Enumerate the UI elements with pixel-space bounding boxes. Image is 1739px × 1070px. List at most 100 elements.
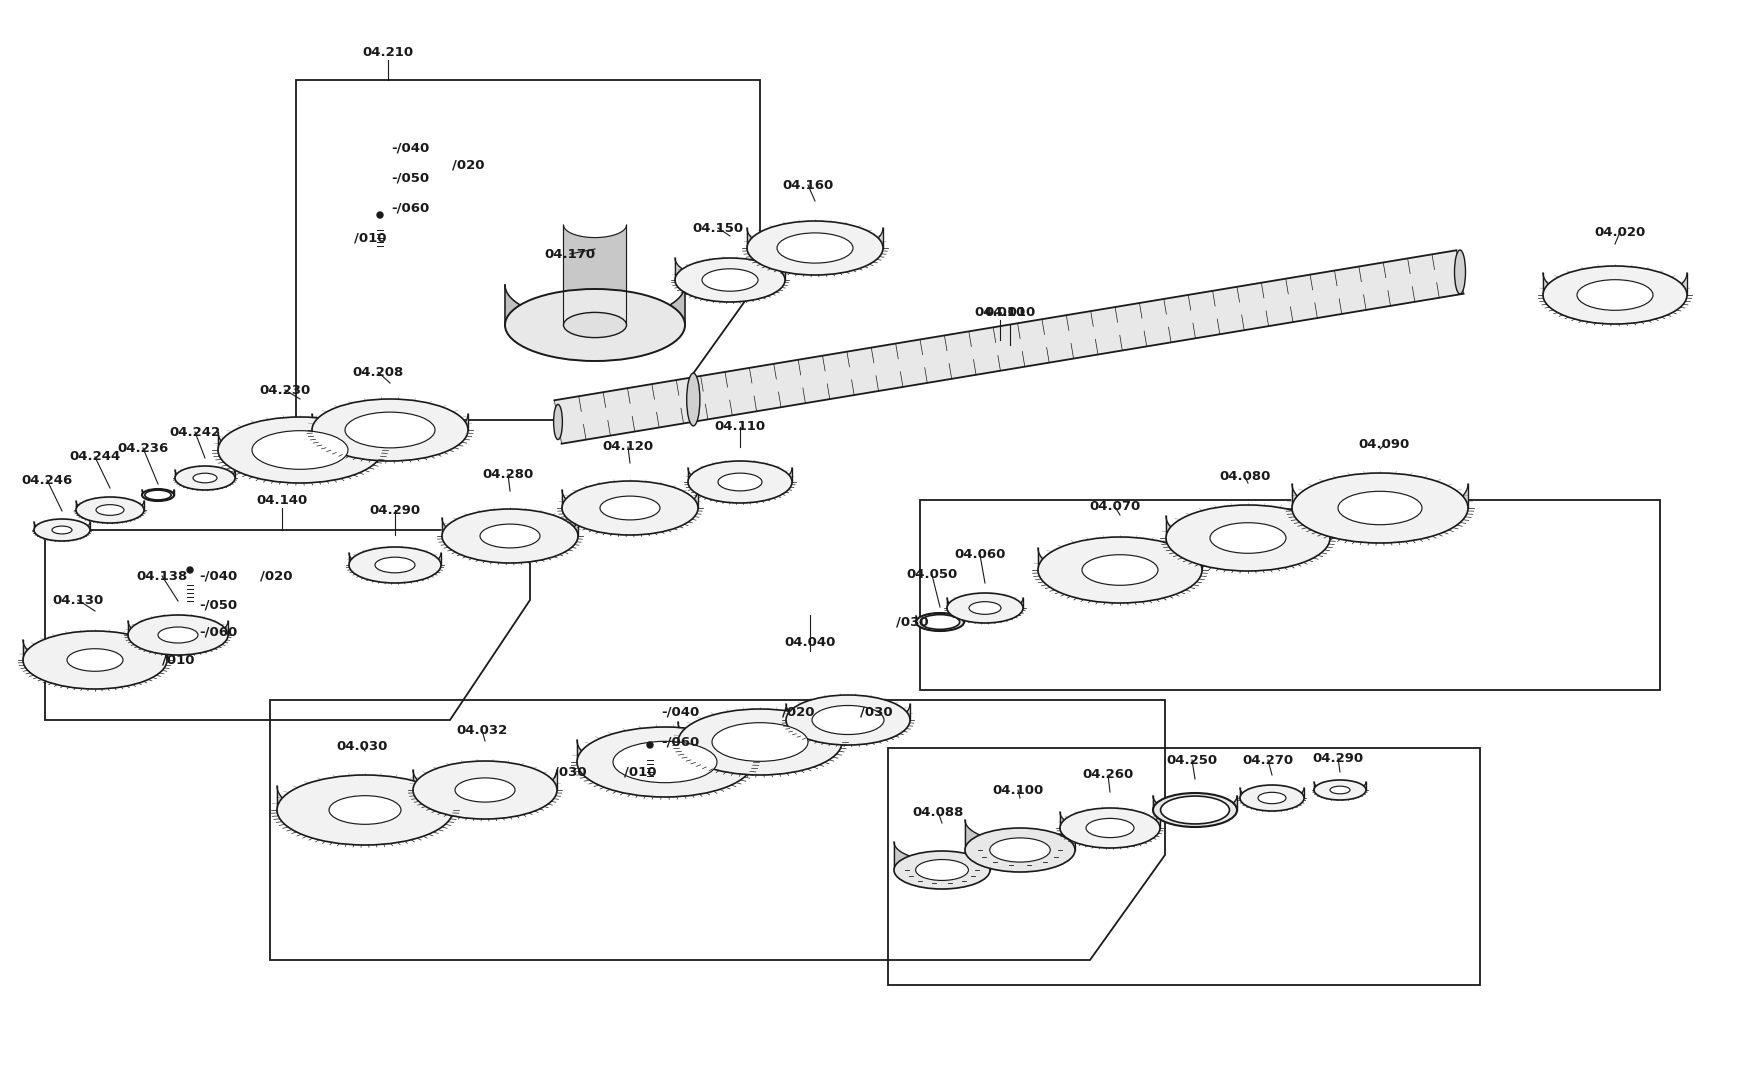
Ellipse shape bbox=[344, 412, 435, 448]
Ellipse shape bbox=[311, 399, 468, 461]
Ellipse shape bbox=[563, 312, 626, 338]
Ellipse shape bbox=[678, 709, 842, 775]
Text: 04.080: 04.080 bbox=[1219, 471, 1269, 484]
Ellipse shape bbox=[567, 315, 621, 336]
Polygon shape bbox=[746, 228, 882, 275]
Ellipse shape bbox=[442, 509, 577, 563]
Polygon shape bbox=[577, 740, 753, 797]
Text: 04.250: 04.250 bbox=[1165, 753, 1217, 766]
Ellipse shape bbox=[812, 705, 883, 734]
Text: 04.070: 04.070 bbox=[1089, 501, 1141, 514]
Text: 04.030: 04.030 bbox=[336, 739, 388, 752]
Polygon shape bbox=[35, 522, 90, 541]
Ellipse shape bbox=[1153, 793, 1236, 827]
Text: 04.244: 04.244 bbox=[70, 450, 120, 463]
Ellipse shape bbox=[1329, 786, 1349, 794]
Circle shape bbox=[647, 742, 652, 748]
Polygon shape bbox=[1153, 796, 1236, 827]
Polygon shape bbox=[1059, 812, 1160, 849]
Text: 04.242: 04.242 bbox=[169, 426, 221, 439]
Text: 04.138: 04.138 bbox=[136, 569, 188, 582]
Ellipse shape bbox=[454, 778, 515, 802]
Ellipse shape bbox=[176, 467, 235, 490]
Polygon shape bbox=[77, 501, 144, 523]
Text: /010: /010 bbox=[623, 765, 656, 779]
Ellipse shape bbox=[687, 373, 699, 426]
Ellipse shape bbox=[480, 524, 539, 548]
Polygon shape bbox=[1240, 788, 1303, 811]
Polygon shape bbox=[1038, 548, 1202, 603]
Ellipse shape bbox=[701, 269, 758, 291]
Ellipse shape bbox=[687, 461, 791, 503]
Text: -/060: -/060 bbox=[661, 735, 699, 749]
Polygon shape bbox=[350, 553, 440, 583]
Text: 04.230: 04.230 bbox=[259, 383, 311, 397]
Text: 04.170: 04.170 bbox=[544, 247, 595, 260]
Ellipse shape bbox=[786, 696, 909, 745]
Ellipse shape bbox=[77, 496, 144, 523]
Ellipse shape bbox=[1209, 523, 1285, 553]
Text: 04.208: 04.208 bbox=[353, 366, 403, 379]
Text: 04.140: 04.140 bbox=[256, 493, 308, 506]
Polygon shape bbox=[562, 490, 697, 535]
Ellipse shape bbox=[1165, 505, 1329, 571]
Ellipse shape bbox=[612, 742, 716, 782]
Ellipse shape bbox=[718, 473, 762, 491]
Text: 04.032: 04.032 bbox=[456, 723, 508, 736]
Circle shape bbox=[377, 212, 383, 218]
Polygon shape bbox=[129, 621, 228, 655]
Polygon shape bbox=[504, 285, 685, 361]
Ellipse shape bbox=[1160, 796, 1229, 824]
Polygon shape bbox=[678, 722, 842, 775]
Ellipse shape bbox=[350, 547, 440, 583]
Text: 04.280: 04.280 bbox=[482, 468, 534, 480]
Text: /030: /030 bbox=[553, 765, 586, 779]
Text: 04.020: 04.020 bbox=[1593, 226, 1645, 239]
Ellipse shape bbox=[217, 417, 383, 483]
Text: /020: /020 bbox=[259, 569, 292, 582]
Ellipse shape bbox=[1313, 780, 1365, 800]
Ellipse shape bbox=[96, 505, 123, 516]
Ellipse shape bbox=[915, 613, 963, 631]
Ellipse shape bbox=[1292, 473, 1468, 542]
Ellipse shape bbox=[144, 490, 170, 500]
Ellipse shape bbox=[562, 482, 697, 535]
Text: -/060: -/060 bbox=[198, 626, 237, 639]
Ellipse shape bbox=[965, 828, 1075, 872]
Ellipse shape bbox=[1240, 785, 1303, 811]
Text: /020: /020 bbox=[452, 158, 483, 171]
Polygon shape bbox=[311, 414, 468, 461]
Polygon shape bbox=[563, 225, 626, 338]
Polygon shape bbox=[217, 432, 383, 483]
Ellipse shape bbox=[915, 859, 969, 881]
Text: -/040: -/040 bbox=[198, 569, 237, 582]
Ellipse shape bbox=[1059, 808, 1160, 849]
Text: 04.160: 04.160 bbox=[783, 179, 833, 192]
Text: 04.100: 04.100 bbox=[991, 783, 1043, 796]
Polygon shape bbox=[786, 704, 909, 745]
Text: 04.010: 04.010 bbox=[974, 306, 1024, 319]
Text: 04.290: 04.290 bbox=[369, 504, 421, 517]
Ellipse shape bbox=[1257, 792, 1285, 804]
Polygon shape bbox=[1292, 484, 1468, 542]
Text: 04.130: 04.130 bbox=[52, 594, 104, 607]
Ellipse shape bbox=[1542, 266, 1687, 324]
Polygon shape bbox=[946, 598, 1023, 623]
Text: 04.050: 04.050 bbox=[906, 568, 956, 581]
Text: 04.210: 04.210 bbox=[362, 46, 414, 59]
Text: 04.270: 04.270 bbox=[1242, 753, 1292, 766]
Polygon shape bbox=[442, 518, 577, 563]
Ellipse shape bbox=[746, 221, 882, 275]
Ellipse shape bbox=[35, 519, 90, 541]
Polygon shape bbox=[965, 820, 1075, 872]
Polygon shape bbox=[915, 616, 963, 631]
Ellipse shape bbox=[252, 431, 348, 470]
Ellipse shape bbox=[1038, 537, 1202, 603]
Ellipse shape bbox=[68, 648, 123, 671]
Ellipse shape bbox=[1085, 819, 1134, 838]
Text: -/050: -/050 bbox=[391, 171, 430, 184]
Ellipse shape bbox=[129, 615, 228, 655]
Ellipse shape bbox=[675, 258, 784, 302]
Ellipse shape bbox=[894, 851, 989, 889]
Polygon shape bbox=[23, 640, 167, 689]
